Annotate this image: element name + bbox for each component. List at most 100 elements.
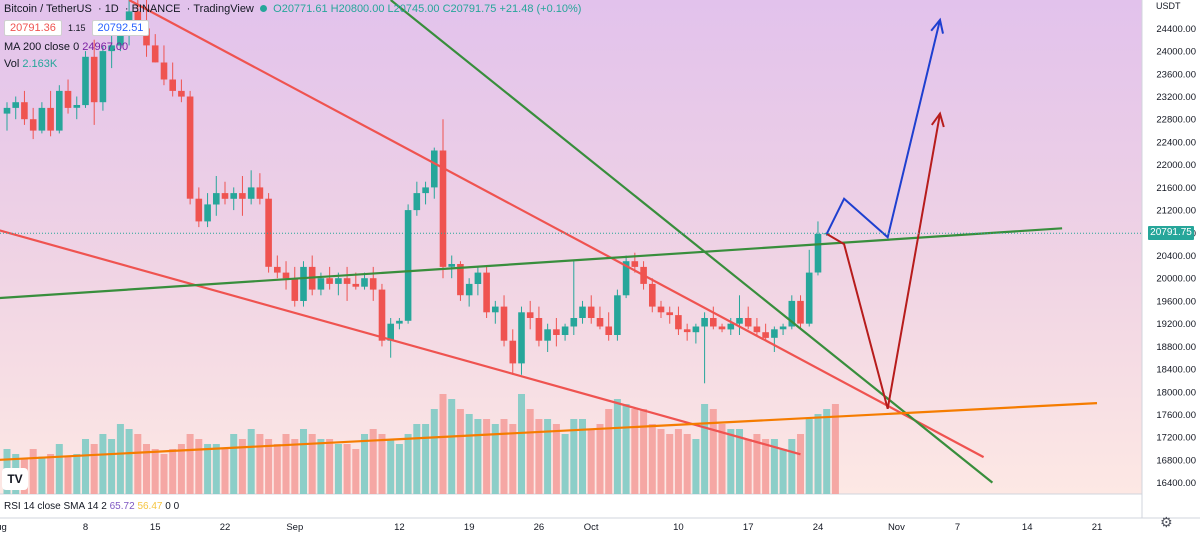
time-tick-label: Sep bbox=[286, 522, 303, 533]
time-tick-label: 22 bbox=[220, 522, 231, 533]
candle-body bbox=[779, 326, 787, 330]
candle-body bbox=[378, 289, 386, 341]
candle bbox=[12, 96, 19, 120]
candle bbox=[326, 266, 333, 290]
candle-body bbox=[151, 45, 159, 63]
tv-logo-icon[interactable]: TV bbox=[2, 468, 28, 490]
volume-bar bbox=[326, 439, 334, 494]
price-tick-label: 21600.00 bbox=[1156, 183, 1196, 194]
bid-price-box[interactable]: 20791.36 bbox=[4, 20, 62, 36]
volume-bar bbox=[125, 429, 133, 494]
candle bbox=[82, 51, 89, 108]
candle-body bbox=[465, 283, 473, 296]
candle bbox=[195, 187, 203, 228]
candle bbox=[274, 255, 281, 279]
candle bbox=[230, 187, 237, 211]
candle-body bbox=[701, 318, 708, 327]
candle-body bbox=[649, 283, 656, 307]
volume-bar bbox=[474, 419, 482, 494]
candle-body bbox=[221, 193, 229, 199]
candle-body bbox=[631, 261, 639, 267]
volume-bar bbox=[404, 434, 412, 494]
bullish-projection-path[interactable] bbox=[825, 19, 941, 240]
candle bbox=[21, 90, 28, 125]
price-tick-label: 23200.00 bbox=[1156, 92, 1196, 103]
candle bbox=[544, 323, 551, 352]
candle-body bbox=[657, 306, 665, 313]
candle-body bbox=[256, 187, 264, 199]
volume-bar bbox=[64, 456, 72, 494]
projection-layer bbox=[825, 17, 945, 410]
candle bbox=[718, 323, 726, 333]
candle bbox=[736, 295, 743, 335]
volume-bar bbox=[788, 439, 796, 494]
candle-body bbox=[509, 340, 517, 364]
candle-body bbox=[518, 312, 525, 364]
time-tick-label: Nov bbox=[888, 522, 905, 533]
candle-body bbox=[727, 323, 735, 330]
candle-body bbox=[675, 315, 682, 330]
price-tick-label: 18000.00 bbox=[1156, 387, 1196, 398]
time-tick-label: 8 bbox=[83, 522, 88, 533]
candle-body bbox=[247, 187, 255, 199]
candle-body bbox=[99, 51, 107, 103]
candle bbox=[753, 318, 761, 335]
candle bbox=[213, 176, 220, 216]
candle-body bbox=[797, 300, 804, 324]
volume-legend[interactable]: Vol 2.163K bbox=[4, 58, 57, 70]
candle-body bbox=[771, 329, 778, 338]
candle-body bbox=[239, 193, 246, 199]
candle-body bbox=[12, 102, 19, 108]
volume-bar bbox=[143, 444, 150, 494]
time-tick-label: Aug bbox=[0, 522, 7, 533]
candle-body bbox=[160, 62, 168, 80]
trendline-lower-red[interactable] bbox=[0, 229, 801, 456]
volume-bar bbox=[47, 454, 55, 494]
bearish-projection-path[interactable] bbox=[826, 113, 941, 410]
candle bbox=[64, 79, 72, 114]
volume-bar bbox=[282, 434, 290, 494]
ask-price-box[interactable]: 20792.51 bbox=[91, 20, 150, 36]
candle-body bbox=[753, 326, 761, 333]
candle-body bbox=[352, 283, 360, 287]
trendline-green-desc[interactable] bbox=[390, 0, 994, 484]
volume-bar bbox=[762, 439, 770, 494]
candle bbox=[509, 329, 517, 375]
volume-bar bbox=[613, 399, 621, 494]
volume-bar bbox=[82, 439, 89, 494]
volume-bar bbox=[544, 419, 552, 494]
volume-bar bbox=[439, 394, 447, 494]
volume-bar bbox=[317, 439, 325, 494]
volume-bar bbox=[797, 434, 804, 494]
time-tick-label: 7 bbox=[955, 522, 960, 533]
trendline-upper-red[interactable] bbox=[128, 0, 985, 459]
candle-body bbox=[596, 318, 604, 327]
trendline-orange-flat[interactable] bbox=[0, 402, 1098, 461]
candle-body bbox=[422, 187, 429, 194]
candle bbox=[805, 249, 813, 327]
volume-label: Vol bbox=[4, 58, 20, 70]
candle bbox=[465, 278, 473, 307]
candle bbox=[186, 90, 194, 205]
price-tick-label: 21200.00 bbox=[1156, 206, 1196, 217]
volume-bar bbox=[491, 424, 499, 494]
trendline-green-flat[interactable] bbox=[0, 227, 1063, 300]
settings-gear-icon[interactable]: ⚙ bbox=[1160, 515, 1173, 531]
volume-bar bbox=[587, 429, 595, 494]
candle-body bbox=[178, 90, 185, 97]
spread-value: 1.15 bbox=[67, 23, 86, 33]
rsi-legend[interactable]: RSI 14 close SMA 14 2 65.72 56.47 0 0 bbox=[4, 501, 179, 512]
candle-body bbox=[29, 119, 37, 131]
candle bbox=[692, 323, 700, 344]
currency-label: USDT bbox=[1156, 1, 1181, 11]
candle bbox=[396, 318, 403, 330]
candle-body bbox=[274, 266, 281, 273]
ma-legend[interactable]: MA 200 close 0 24967.00 bbox=[4, 41, 128, 53]
candle-body bbox=[404, 210, 412, 321]
volume-bar bbox=[195, 439, 203, 494]
ohlc-high: H20800.00 bbox=[330, 3, 385, 15]
volume-bar bbox=[387, 439, 395, 494]
candle bbox=[108, 34, 115, 69]
